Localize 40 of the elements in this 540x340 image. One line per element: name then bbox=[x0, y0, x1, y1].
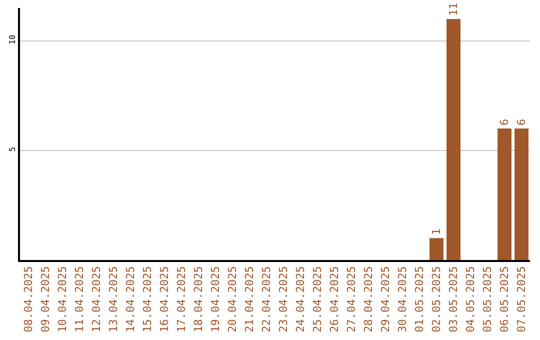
x-tick-label: 28.04.2025 bbox=[362, 266, 376, 332]
x-tick-label: 05.05.2025 bbox=[481, 266, 494, 332]
data-label: 1 bbox=[430, 228, 443, 236]
x-tick-label: 17.04.2025 bbox=[175, 266, 188, 332]
x-tick-label: 21.04.2025 bbox=[243, 266, 256, 332]
bar bbox=[430, 238, 444, 260]
x-tick-label: 15.04.2025 bbox=[141, 266, 154, 332]
x-tick-label: 26.04.2025 bbox=[328, 266, 342, 332]
data-label: 11 bbox=[447, 2, 460, 16]
x-tick-label: 03.05.2025 bbox=[447, 266, 460, 332]
x-tick-label: 23.04.2025 bbox=[277, 266, 290, 332]
x-tick-label: 19.04.2025 bbox=[209, 266, 222, 332]
x-tick-label: 07.05.2025 bbox=[515, 266, 528, 332]
y-tick-label: 5 bbox=[8, 146, 18, 152]
x-tick-label: 02.05.2025 bbox=[430, 266, 444, 332]
bar bbox=[498, 128, 512, 260]
x-tick-label: 25.04.2025 bbox=[311, 266, 324, 332]
x-tick-label: 09.04.2025 bbox=[39, 266, 52, 332]
x-tick-label: 29.04.2025 bbox=[379, 266, 392, 332]
bar bbox=[446, 18, 460, 260]
x-tick-label: 30.04.2025 bbox=[396, 266, 410, 332]
x-tick-label: 04.05.2025 bbox=[464, 266, 478, 332]
data-label: 6 bbox=[498, 118, 511, 126]
y-tick-label: 10 bbox=[8, 34, 18, 44]
x-tick-label: 08.04.2025 bbox=[22, 266, 36, 332]
x-tick-label: 18.04.2025 bbox=[192, 266, 206, 332]
x-tick-label: 20.04.2025 bbox=[226, 266, 240, 332]
data-label: 6 bbox=[515, 118, 528, 126]
x-tick-label: 10.04.2025 bbox=[56, 266, 70, 332]
x-tick-label: 01.05.2025 bbox=[413, 266, 426, 332]
x-tick-label: 16.04.2025 bbox=[158, 266, 172, 332]
bar bbox=[514, 128, 528, 260]
x-tick-label: 06.05.2025 bbox=[498, 266, 512, 332]
x-tick-label: 11.04.2025 bbox=[73, 266, 86, 332]
x-tick-label: 14.04.2025 bbox=[124, 266, 138, 332]
x-tick-label: 22.04.2025 bbox=[260, 266, 274, 332]
x-tick-label: 13.04.2025 bbox=[107, 266, 120, 332]
x-tick-label: 24.04.2025 bbox=[294, 266, 308, 332]
x-tick-label: 12.04.2025 bbox=[90, 266, 104, 332]
x-tick-label: 27.04.2025 bbox=[345, 266, 358, 332]
